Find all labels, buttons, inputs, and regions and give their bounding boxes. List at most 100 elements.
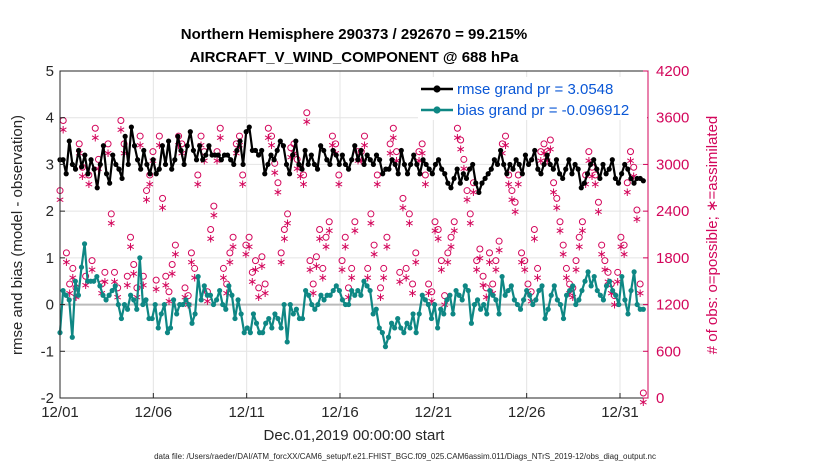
- rmse-point: [538, 171, 544, 177]
- rmse-point: [237, 138, 243, 144]
- obs-possible-point: [434, 226, 442, 233]
- rmse-point: [625, 166, 631, 172]
- obs-assimilated-point: ∗: [481, 290, 491, 304]
- rmse-point: [566, 157, 572, 163]
- obs-possible-point: [409, 280, 417, 288]
- bias-point: [223, 306, 229, 312]
- obs-assimilated-point: ∗: [484, 255, 494, 269]
- obs-possible-point: [360, 132, 368, 140]
- rmse-point: [370, 161, 376, 168]
- obs-assimilated-point: ∗: [340, 239, 350, 253]
- obs-possible-point: [402, 264, 410, 272]
- bias-point: [545, 306, 551, 312]
- rmse-point: [240, 161, 246, 168]
- x-tick-label: 12/26: [508, 404, 546, 421]
- obs-assimilated-point: ∗: [238, 177, 248, 191]
- obs-assimilated-point: ∗: [164, 294, 174, 308]
- bias-point: [220, 301, 226, 308]
- obs-assimilated-point: ∗: [446, 239, 456, 253]
- bias-point: [376, 325, 382, 331]
- rmse-point: [69, 161, 76, 168]
- obs-assimilated-point: ∗: [478, 278, 488, 292]
- y-left-tick-label: 2: [46, 203, 54, 220]
- rmse-point: [358, 147, 364, 154]
- rmse-point: [445, 180, 451, 186]
- obs-possible-point: [216, 124, 224, 132]
- obs-assimilated-point: ∗: [600, 263, 610, 277]
- obs-possible-point: [550, 179, 558, 187]
- obs-possible-point: [447, 233, 455, 241]
- obs-assimilated-point: ∗: [533, 270, 543, 284]
- obs-assimilated-point: ∗: [632, 212, 642, 226]
- obs-assimilated-point: ∗: [167, 267, 177, 281]
- rmse-point: [203, 152, 209, 158]
- obs-assimilated-point: ∗: [299, 177, 309, 191]
- rmse-point: [439, 166, 445, 172]
- obs-assimilated-point: ∗: [158, 200, 168, 214]
- bias-point: [226, 283, 232, 289]
- obs-possible-point: [473, 257, 481, 265]
- rmse-point: [268, 152, 274, 158]
- rmse-point: [296, 161, 302, 168]
- y-left-tick-label: -1: [41, 343, 54, 360]
- rmse-point: [454, 166, 460, 172]
- obs-possible-point: [165, 288, 173, 296]
- bias-point: [137, 255, 143, 261]
- obs-assimilated-point: ∗: [93, 161, 103, 175]
- obs-possible-point: [540, 140, 548, 148]
- obs-assimilated-point: ∗: [170, 247, 180, 261]
- bias-point: [413, 330, 419, 336]
- y-axis-left: -2 -1 0 1 2 3 4 5: [41, 63, 65, 407]
- obs-possible-point: [162, 272, 170, 280]
- bias-point: [496, 311, 502, 317]
- obs-assimilated-point: ∗: [100, 274, 110, 288]
- obs-possible-point: [66, 280, 74, 288]
- rmse-point: [187, 129, 193, 135]
- bias-point: [287, 301, 293, 308]
- bias-point: [640, 306, 646, 312]
- obs-possible-point: [405, 210, 413, 218]
- rmse-point: [193, 157, 200, 163]
- rmse-point: [491, 157, 497, 163]
- obs-assimilated-point: ∗: [577, 224, 587, 238]
- bias-point: [407, 325, 413, 331]
- obs-assimilated-point: ∗: [452, 130, 462, 144]
- obs-possible-point: [284, 210, 292, 218]
- rmse-point: [507, 161, 513, 168]
- bias-point: [613, 292, 619, 298]
- bias-point: [484, 311, 490, 317]
- obs-assimilated-point: ∗: [411, 255, 421, 269]
- obs-assimilated-point: ∗: [388, 130, 398, 144]
- obs-assimilated-point: ∗: [161, 278, 171, 292]
- rmse-point: [581, 180, 587, 186]
- obs-assimilated-point: ∗: [568, 290, 578, 304]
- rmse-point: [612, 175, 619, 182]
- obs-possible-point: [332, 140, 340, 148]
- bias-point: [100, 292, 106, 298]
- obs-assimilated-point: ∗: [561, 270, 571, 284]
- rmse-point: [125, 161, 131, 168]
- bias-point: [306, 292, 312, 298]
- rmse-point: [578, 185, 584, 191]
- obs-possible-point: [69, 264, 77, 272]
- bias-point: [201, 283, 207, 289]
- obs-possible-point: [197, 132, 205, 140]
- bias-point: [619, 273, 625, 280]
- bias-point: [570, 283, 576, 289]
- obs-assimilated-point: ∗: [61, 255, 71, 269]
- rmse-point: [144, 161, 150, 168]
- obs-assimilated-point: ∗: [529, 232, 539, 246]
- bias-point: [481, 301, 487, 308]
- obs-possible-point: [466, 210, 474, 218]
- bias-point: [131, 297, 137, 303]
- y-right-tick-label: 4200: [656, 63, 689, 80]
- obs-assimilated-point: ∗: [504, 177, 514, 191]
- obs-assimilated-point: ∗: [324, 224, 334, 238]
- obs-assimilated-point: ∗: [555, 224, 565, 238]
- y-axis-right: 0 600 1200 1800 2400 3000 3600 4200: [643, 63, 689, 407]
- rmse-point: [60, 157, 66, 163]
- obs-assimilated-point: ∗: [58, 123, 68, 137]
- legend-box: [418, 77, 647, 120]
- obs-possible-point: [620, 241, 628, 249]
- obs-possible-point: [367, 210, 375, 218]
